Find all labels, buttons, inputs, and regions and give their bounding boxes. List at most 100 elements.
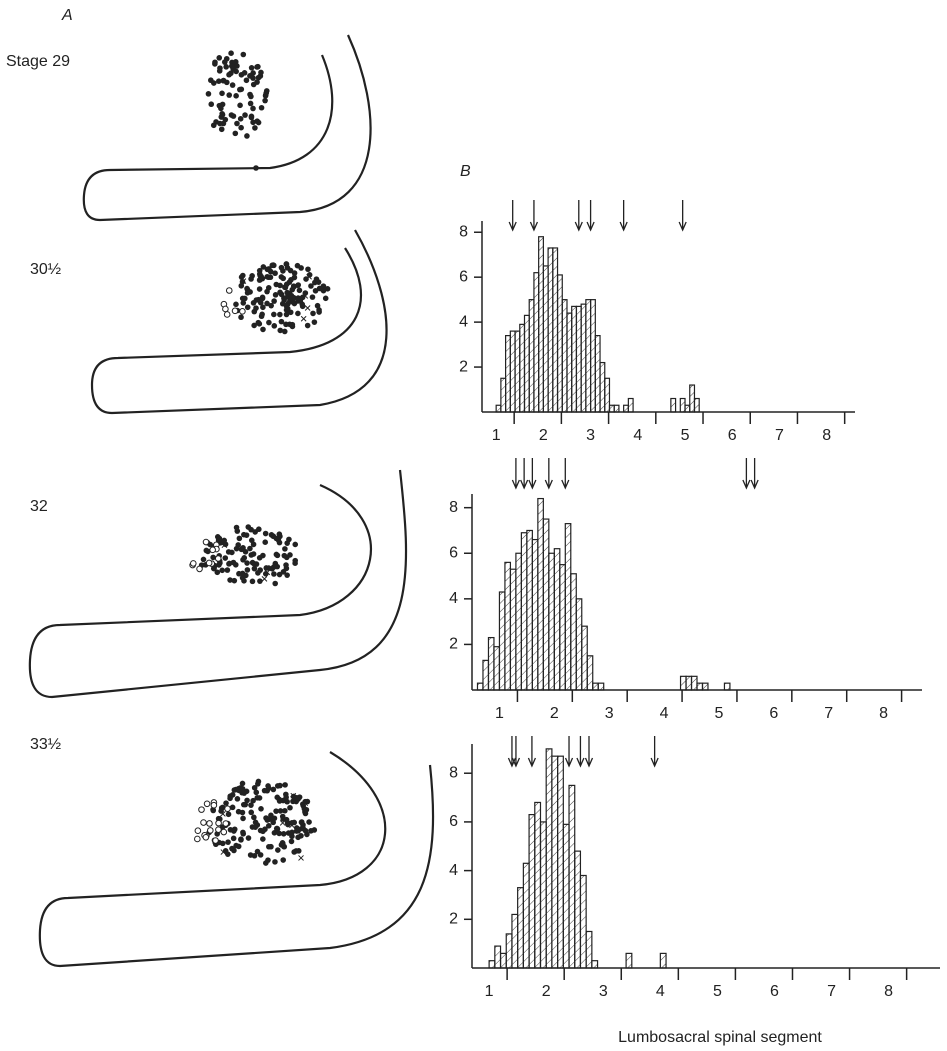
cell-open (196, 565, 203, 573)
cell-dot (232, 130, 239, 137)
cell-open (202, 538, 210, 546)
bar (561, 299, 568, 413)
cell-dot (215, 536, 222, 543)
cell-dot (252, 824, 259, 830)
cell-dot (228, 63, 235, 69)
cell-dot (218, 105, 224, 112)
arrow (584, 736, 594, 768)
cell-dot (271, 298, 277, 304)
bar (659, 952, 667, 969)
bar (575, 598, 583, 691)
cell-dot (247, 100, 254, 107)
cell-dot (277, 808, 284, 814)
cell-dot (238, 546, 245, 553)
cell-dot (250, 70, 256, 76)
cell-dot (264, 288, 270, 295)
cell-cross (221, 542, 228, 549)
bar (562, 823, 570, 969)
cell-dot (273, 808, 279, 814)
cell-dot (280, 843, 287, 850)
bar (533, 272, 540, 413)
arrow (527, 736, 537, 768)
stage-label: 32 (30, 498, 48, 515)
bar (520, 532, 528, 691)
cell-dot (295, 310, 301, 317)
cell-dot (283, 321, 289, 328)
cell-dot (218, 808, 224, 814)
cell-dot (270, 786, 277, 793)
cell-dot (216, 78, 222, 84)
x-tick-label: 7 (824, 705, 833, 722)
bar (551, 755, 559, 969)
cell-dot (292, 557, 299, 564)
cell-dot (272, 580, 279, 587)
cell-dot (227, 793, 234, 800)
cell-dot (218, 114, 225, 120)
cell-dot (220, 77, 227, 84)
x-tick-label: 3 (599, 983, 608, 1000)
cell-dot (268, 532, 275, 538)
bar (548, 552, 555, 691)
cell-dot (294, 262, 301, 269)
cell-dot (283, 565, 290, 572)
cell-dot (218, 126, 225, 133)
cell-dot (241, 70, 248, 76)
cell-open (202, 833, 210, 841)
cell-dot (272, 270, 278, 277)
cell-dot (254, 848, 261, 855)
cell-dot (240, 300, 247, 306)
cell-dot (250, 119, 256, 126)
cell-dot (240, 51, 247, 58)
y-tick-label: 4 (449, 590, 458, 607)
cell-dot (284, 572, 290, 578)
cell-dot (303, 806, 310, 813)
bar (515, 552, 522, 691)
cell-dot (265, 785, 272, 792)
cell-dot (258, 104, 265, 111)
cell-dot (314, 302, 321, 309)
bar (575, 305, 582, 413)
cell-dot (231, 847, 237, 854)
arrow (508, 200, 517, 232)
y-tick-label: 2 (459, 358, 468, 375)
cell-cross (261, 576, 268, 582)
y-tick-label: 8 (449, 499, 458, 516)
x-tick-label: 6 (728, 427, 737, 444)
cell-dot (305, 266, 311, 273)
cell-dot (297, 298, 304, 304)
cell-dot (288, 838, 295, 845)
y-tick-label: 2 (449, 911, 458, 928)
cell-dot (256, 795, 263, 801)
stage-label: 33½ (30, 736, 61, 753)
cell-open (205, 559, 213, 567)
cell-dot (265, 857, 271, 863)
cell-dot (265, 565, 272, 571)
x-tick-label: 8 (822, 427, 831, 444)
x-tick-label: 5 (681, 427, 690, 444)
cell-dot (226, 71, 232, 78)
cell-open (222, 820, 230, 827)
cell-dot (236, 535, 243, 542)
x-tick-label: 5 (714, 705, 723, 722)
cell-cross (302, 800, 309, 807)
bar (613, 404, 620, 413)
cell-dot (272, 292, 279, 298)
cell-dot (280, 857, 287, 863)
cell-dot (267, 268, 274, 275)
cell-dot (255, 781, 261, 787)
panel-label: A (61, 7, 73, 24)
bar (523, 314, 530, 413)
cell-dot (239, 809, 246, 816)
x-tick-label: 5 (713, 983, 722, 1000)
cell-open (222, 305, 229, 313)
cell-dot (256, 271, 263, 277)
x-tick-label: 2 (542, 983, 551, 1000)
cell-open (224, 805, 231, 813)
cell-dot (244, 797, 250, 804)
cell-dot (250, 797, 256, 804)
cell-open (206, 820, 213, 827)
cell-dot (272, 560, 279, 567)
y-tick-label: 6 (449, 544, 458, 561)
cell-dot (247, 852, 254, 858)
cell-dot (231, 826, 238, 833)
